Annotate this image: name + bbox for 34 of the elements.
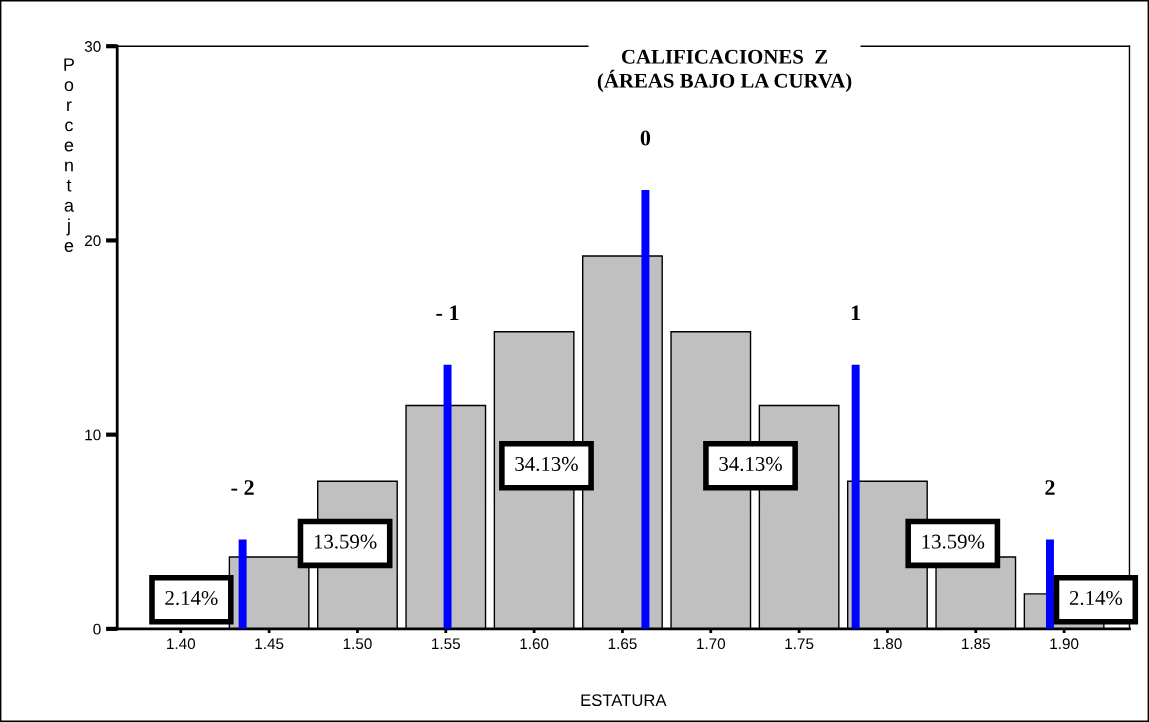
- annotation: 34.13%: [515, 456, 578, 472]
- y-tick-label: 10: [85, 429, 101, 441]
- y-tick-label: 0: [93, 623, 101, 635]
- annotation: 2: [1045, 480, 1055, 495]
- x-tick-label: 1.65: [608, 638, 637, 650]
- annotation: 34.13%: [719, 456, 782, 472]
- y-tick-label: 20: [85, 235, 101, 247]
- annotation: 0: [640, 130, 651, 146]
- x-tick-label: 1.55: [432, 638, 461, 650]
- annotation: 13.59%: [314, 534, 377, 549]
- annotation: - 2: [231, 480, 254, 495]
- text: CALIFICACIONES Z (ÁREAS BAJO LA CURVA): [597, 49, 852, 93]
- x-axis-title: ESTATURA: [581, 694, 667, 707]
- x-tick-label: 1.50: [343, 638, 372, 650]
- x-tick-label: 1.40: [167, 638, 196, 650]
- x-tick-label: 1.45: [255, 638, 284, 650]
- bar: [1045, 539, 1054, 629]
- x-tick-label: 1.85: [962, 638, 990, 650]
- annotation: 1: [851, 305, 861, 321]
- x-tick-label: 1.75: [785, 638, 814, 650]
- bar: [851, 364, 860, 629]
- annotation: - 1: [436, 305, 459, 321]
- y-tick-label: 30: [84, 41, 101, 52]
- bar: [238, 539, 247, 629]
- x-tick-label: 1.70: [697, 638, 726, 650]
- text: Porcentaje: [64, 58, 75, 252]
- bar: [443, 364, 452, 629]
- bar: [641, 189, 650, 629]
- x-tick-label: 1.80: [873, 638, 902, 650]
- x-tick-label: 1.60: [520, 638, 549, 650]
- annotation: 13.59%: [922, 534, 985, 549]
- annotation: 2.14%: [165, 590, 218, 606]
- x-tick-label: 1.90: [1050, 638, 1079, 650]
- annotation: 2.14%: [1069, 590, 1123, 606]
